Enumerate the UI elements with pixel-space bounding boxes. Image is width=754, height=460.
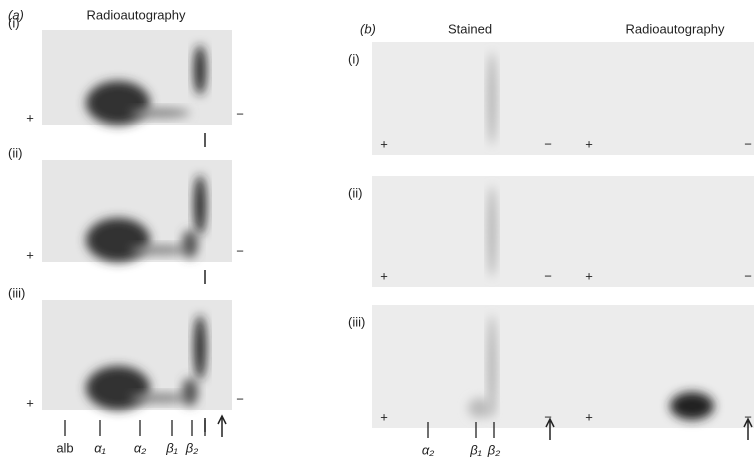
- marker-label: β₁: [165, 440, 178, 455]
- gel-strip: [372, 176, 754, 287]
- plus-sign: +: [585, 409, 593, 424]
- strip-label: (ii): [8, 145, 22, 160]
- origin-arrow: [545, 417, 555, 440]
- panel-heading: Radioautography: [86, 7, 186, 22]
- albumin-band: [86, 366, 150, 410]
- plus-sign: +: [585, 136, 593, 151]
- strip-label: (iii): [348, 314, 365, 329]
- plus-sign: +: [380, 409, 388, 424]
- marker-label: α₂: [134, 440, 146, 455]
- panel-letter: (a): [8, 7, 24, 22]
- beta-band: [194, 315, 206, 380]
- smear: [130, 393, 190, 403]
- stained-band: [488, 315, 496, 418]
- minus-sign: −: [744, 268, 752, 283]
- stained-band: [488, 186, 496, 277]
- marker-label: β₂: [185, 440, 198, 455]
- beta-band: [194, 175, 206, 235]
- stained-band: [488, 52, 496, 145]
- minus-sign: −: [236, 243, 244, 258]
- albumin-band: [86, 81, 150, 125]
- marker-label: β₁: [469, 442, 482, 457]
- smear: [130, 245, 190, 255]
- marker-label: β₂: [487, 442, 500, 457]
- plus-sign: +: [26, 110, 34, 125]
- minus-sign: −: [544, 268, 552, 283]
- plus-sign: +: [26, 395, 34, 410]
- minus-sign: −: [236, 391, 244, 406]
- beta-band: [182, 378, 198, 406]
- plus-sign: +: [585, 268, 593, 283]
- panel-heading: Radioautography: [625, 21, 725, 36]
- origin-arrow: [743, 417, 753, 440]
- strip-label: (ii): [348, 185, 362, 200]
- radio-band: [670, 392, 714, 420]
- strip-label: (i): [8, 15, 20, 30]
- albumin-band: [86, 218, 150, 262]
- strip-label: (i): [348, 51, 360, 66]
- gel-strip: [372, 42, 754, 155]
- plus-sign: +: [380, 268, 388, 283]
- marker-label: α₁: [94, 440, 106, 455]
- panel-letter: (b): [360, 21, 376, 36]
- origin-arrow: [217, 414, 227, 437]
- beta-band: [182, 230, 198, 258]
- minus-sign: −: [744, 409, 752, 424]
- smear: [130, 108, 190, 118]
- minus-sign: −: [544, 409, 552, 424]
- plus-sign: +: [26, 247, 34, 262]
- marker-label: α₂: [422, 442, 434, 457]
- minus-sign: −: [744, 136, 752, 151]
- stained-band: [468, 398, 492, 418]
- beta-band: [194, 45, 206, 95]
- strip-label: (iii): [8, 285, 25, 300]
- minus-sign: −: [236, 106, 244, 121]
- minus-sign: −: [544, 136, 552, 151]
- plus-sign: +: [380, 136, 388, 151]
- marker-label: alb: [56, 440, 73, 455]
- panel-heading: Stained: [448, 21, 492, 36]
